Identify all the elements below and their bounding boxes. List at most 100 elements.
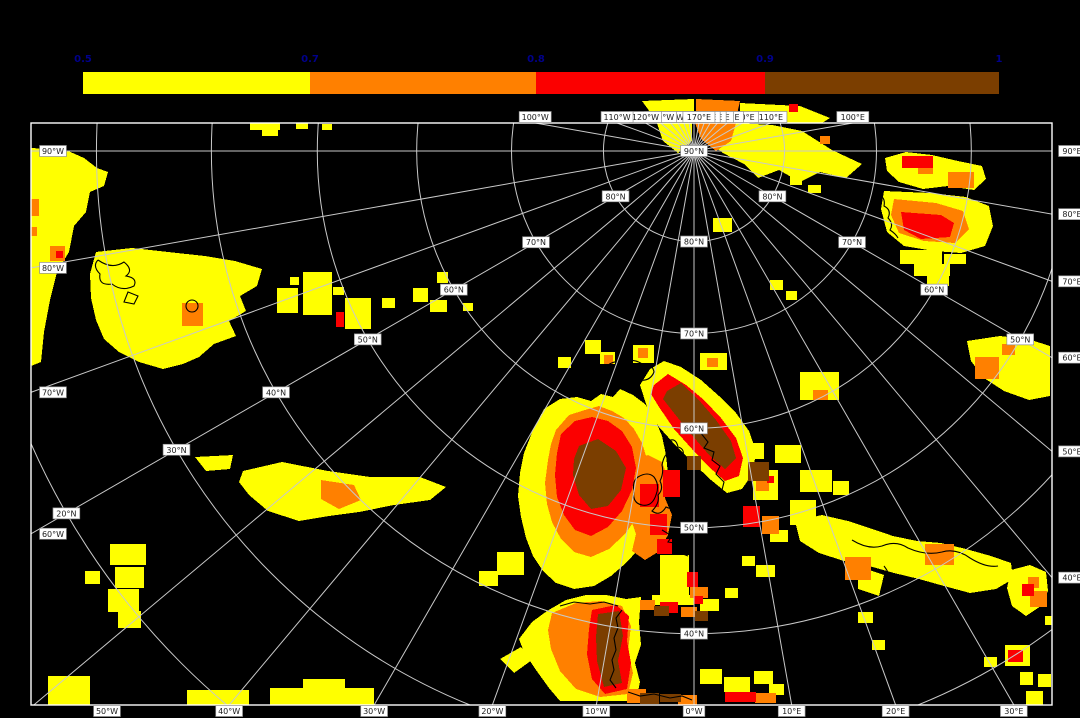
data-patch — [845, 557, 871, 580]
data-patch — [755, 693, 776, 703]
colorbar-segment — [83, 72, 310, 94]
data-patch — [820, 136, 830, 144]
svg-text:80°E: 80°E — [1062, 210, 1080, 219]
svg-text:70°N: 70°N — [684, 329, 704, 338]
data-patch — [713, 218, 732, 232]
parallel-line — [96, 123, 1052, 705]
meridian-label: 40°E — [1058, 571, 1080, 584]
data-patch — [56, 251, 63, 258]
data-patch — [638, 348, 648, 358]
data-patch — [182, 303, 203, 326]
data-patch — [725, 588, 738, 598]
svg-text:80°W: 80°W — [42, 264, 64, 273]
data-patch — [700, 669, 722, 684]
svg-text:40°N: 40°N — [684, 630, 704, 639]
svg-text:60°N: 60°N — [924, 286, 944, 295]
data-patch — [694, 596, 703, 604]
parallel-label: 20°N — [52, 507, 81, 520]
data-patch — [790, 500, 816, 525]
meridian-label: 70°W — [39, 386, 67, 399]
data-patch — [585, 340, 601, 354]
colorbar-segment — [536, 72, 765, 94]
svg-text:20°W: 20°W — [481, 707, 503, 716]
meridian-line — [693, 150, 1052, 453]
parallel-label: 50°N — [1006, 333, 1034, 346]
svg-text:50°N: 50°N — [1010, 335, 1030, 344]
colorbar-tick-label: 1 — [995, 54, 1003, 65]
colorbar-segment — [765, 72, 999, 94]
data-patch — [790, 176, 802, 185]
svg-text:80°N: 80°N — [762, 192, 782, 201]
data-patch — [1002, 344, 1015, 355]
svg-text:60°N: 60°N — [684, 424, 704, 433]
parallel-label: 50°N — [354, 333, 382, 346]
data-patch — [833, 481, 849, 495]
data-patch — [322, 124, 332, 130]
meridian-label: 100°W — [518, 111, 552, 123]
coastline-path — [185, 299, 199, 313]
data-patch — [918, 166, 933, 174]
svg-text:30°N: 30°N — [166, 446, 186, 455]
map-frame — [30, 122, 1053, 706]
data-patch — [813, 390, 828, 400]
svg-text:50°W: 50°W — [96, 707, 118, 716]
data-patch — [118, 611, 141, 628]
meridian-line — [693, 150, 897, 705]
meridian-label: 170°E — [682, 111, 716, 123]
probability-field — [31, 123, 1052, 705]
data-patch — [31, 227, 37, 236]
data-patch — [901, 212, 954, 239]
data-patch — [925, 544, 954, 565]
meridian-label: 40°W — [215, 705, 243, 717]
meridian-label: 70°E — [1058, 275, 1080, 288]
data-patch — [1030, 591, 1047, 607]
coastline-path — [603, 359, 655, 385]
data-patch — [743, 443, 764, 459]
coastlines — [94, 193, 999, 701]
meridian-label: 110°W — [600, 111, 634, 123]
svg-text:30°W: 30°W — [363, 707, 385, 716]
data-patch — [650, 514, 667, 535]
svg-text:90°W: 90°W — [42, 147, 64, 156]
data-patch — [654, 606, 669, 616]
data-patch — [437, 272, 448, 283]
data-patch — [90, 248, 262, 369]
data-patch — [250, 123, 280, 130]
data-patch — [695, 123, 736, 151]
meridian-line — [644, 123, 695, 152]
meridian-line — [659, 123, 695, 152]
data-patch — [296, 123, 308, 129]
meridian-line — [693, 150, 1052, 359]
coastline-path — [699, 431, 735, 513]
data-patch — [270, 688, 374, 705]
data-patch — [687, 572, 698, 587]
data-patch — [640, 693, 659, 704]
svg-text:110°W: 110°W — [603, 113, 630, 122]
parallel-label: 70°N — [680, 327, 708, 340]
svg-text:20°E: 20°E — [886, 707, 905, 716]
svg-text:10°W: 10°W — [585, 707, 607, 716]
meridian-line — [683, 123, 695, 152]
data-patch — [277, 288, 298, 313]
parallel-label: 50°N — [680, 521, 708, 534]
coastline-path — [851, 539, 999, 567]
parallel-label: 40°N — [680, 627, 708, 640]
svg-text:100°E: 100°E — [841, 113, 865, 122]
data-patch — [748, 462, 769, 481]
data-patch — [767, 476, 774, 483]
data-patch — [660, 555, 689, 597]
meridian-label: 90°W — [39, 145, 67, 157]
meridian-line — [693, 150, 1052, 282]
svg-text:10°E: 10°E — [782, 707, 801, 716]
meridian-label: 0°W — [682, 705, 706, 717]
svg-text:0°W: 0°W — [686, 707, 703, 716]
svg-text:60°N: 60°N — [444, 286, 464, 295]
colorbar-tick-label: 0.5 — [74, 54, 92, 65]
data-patch — [321, 480, 361, 509]
parallel-label: 80°N — [680, 235, 708, 248]
data-patch — [775, 445, 801, 463]
meridian-label: 60°W — [39, 527, 67, 540]
meridian-line — [693, 150, 1052, 579]
data-patch — [1028, 577, 1039, 588]
